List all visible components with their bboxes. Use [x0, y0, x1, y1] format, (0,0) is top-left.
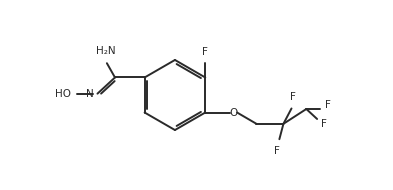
Text: O: O [230, 108, 238, 117]
Text: H₂N: H₂N [96, 46, 116, 56]
Text: HO: HO [55, 89, 70, 99]
Text: F: F [274, 146, 280, 156]
Text: F: F [290, 92, 296, 102]
Text: N: N [86, 89, 94, 99]
Text: F: F [202, 47, 208, 57]
Text: F: F [325, 100, 331, 110]
Text: F: F [321, 119, 327, 129]
